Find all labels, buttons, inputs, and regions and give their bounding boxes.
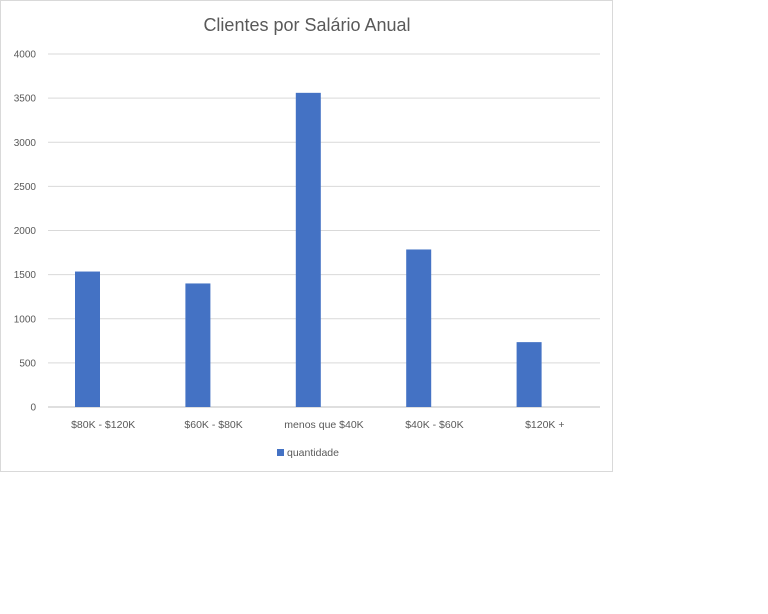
bar (516, 342, 542, 407)
y-tick-label: 4000 (14, 50, 37, 61)
bar (295, 92, 321, 407)
y-tick-label: 2000 (14, 226, 37, 237)
gridlines (48, 53, 600, 408)
bars (75, 92, 542, 407)
bar (406, 249, 432, 407)
y-tick-label: 500 (19, 358, 36, 369)
chart-frame: Clientes por Salário Anual 0 500 1000 1500 2… (0, 0, 613, 472)
x-category-label: $120K + (525, 419, 564, 431)
x-category-label: $80K - $120K (71, 419, 135, 431)
x-category-label: $60K - $80K (184, 419, 242, 431)
chart-title: Clientes por Salário Anual (203, 15, 410, 35)
y-tick-label: 1500 (14, 270, 37, 281)
y-tick-label: 3500 (14, 94, 37, 105)
y-tick-label: 0 (30, 403, 36, 414)
x-category-label: menos que $40K (284, 419, 363, 431)
bar (185, 283, 211, 407)
bar (75, 271, 100, 407)
legend-label: quantidade (287, 447, 339, 459)
x-axis-category-labels: $80K - $120K $60K - $80K menos que $40K $40… (71, 419, 564, 431)
y-tick-label: 1000 (14, 314, 37, 325)
legend-swatch (277, 449, 284, 456)
x-category-label: $40K - $60K (405, 419, 463, 431)
y-tick-label: 3000 (14, 138, 37, 149)
legend: quantidade (277, 447, 339, 459)
chart-svg: Clientes por Salário Anual 0 500 1000 1500 2… (14, 15, 600, 459)
y-axis-tick-labels: 0 500 1000 1500 2000 2500 3000 3500 4000 (14, 50, 37, 414)
y-tick-label: 2500 (14, 182, 37, 193)
